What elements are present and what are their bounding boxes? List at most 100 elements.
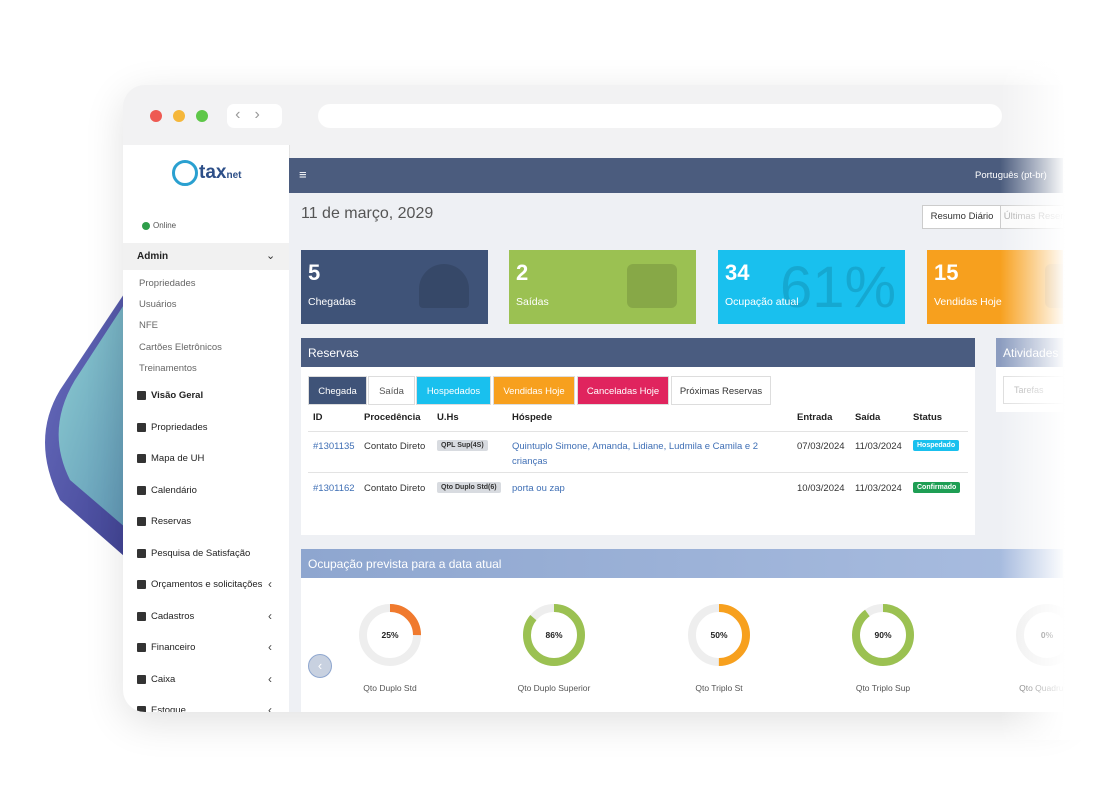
admin-item[interactable]: Cartões Eletrônicos	[139, 342, 222, 353]
donut-arc	[852, 604, 914, 666]
stat-value: 5	[308, 260, 321, 285]
menu-icon	[137, 675, 146, 684]
column-header: Saída	[855, 412, 881, 423]
room-badge: Qto Duplo Std(6)	[437, 482, 501, 493]
url-bar[interactable]	[318, 104, 1002, 128]
tab[interactable]: Hospedados	[416, 376, 491, 405]
column-header: Procedência	[364, 412, 421, 423]
menu-item[interactable]: Calendário	[151, 485, 197, 496]
stat-value: 15	[934, 260, 959, 285]
menu-item[interactable]: Reservas	[151, 516, 192, 527]
tab[interactable]: Vendidas Hoje	[493, 376, 575, 405]
status-dot	[142, 222, 150, 230]
panel-title: Ocupação prevista para a data atual	[308, 557, 502, 571]
table-cell: 07/03/2024	[797, 441, 845, 452]
room-name: Qto Duplo Std	[363, 683, 417, 693]
carousel-prev[interactable]: ‹	[308, 654, 332, 678]
browser-window: ‹› taxnet Online Admin ⌄ Propriedades Usuários…	[123, 85, 1063, 712]
menu-item[interactable]: Orçamentos e solicitações	[151, 579, 263, 590]
stat-value: 2	[516, 260, 529, 285]
menu-item[interactable]: Visão Geral	[151, 390, 204, 401]
donut-label: 86%	[545, 630, 562, 640]
menu-icon	[137, 643, 146, 652]
reservation-id[interactable]: #1301135	[313, 441, 355, 452]
menu-item[interactable]: Estoque	[151, 705, 186, 712]
donut: 50%	[688, 604, 750, 666]
row-divider	[308, 431, 968, 432]
stat-label: Chegadas	[308, 296, 356, 308]
admin-item[interactable]: Treinamentos	[139, 363, 197, 374]
nav-buttons[interactable]: ‹›	[227, 104, 282, 128]
stat-box[interactable]: 61% 34 Ocupação atual	[718, 250, 905, 324]
window-control[interactable]	[173, 110, 185, 122]
menu-item[interactable]: Propriedades	[151, 422, 208, 433]
reservation-id[interactable]: #1301162	[313, 483, 355, 494]
date: 11 de março, 2029	[301, 205, 434, 222]
menu-item[interactable]: Caixa	[151, 674, 176, 685]
donut: 90%	[852, 604, 914, 666]
room-badge: QPL Sup(4S)	[437, 440, 488, 451]
panel-reservas: Reservas Chegada Saída Hospedados Vendidas H…	[301, 338, 975, 535]
chevron: ‹	[268, 640, 272, 654]
logo: taxnet	[172, 160, 252, 196]
admin-item[interactable]: Propriedades	[139, 278, 196, 289]
status-badge: Hospedado	[913, 440, 960, 451]
stat-icon	[419, 264, 469, 308]
panel-ocupacao: Ocupação prevista para a data atual ‹ 25% Q…	[301, 549, 1063, 712]
stat-label: Ocupação atual	[725, 296, 799, 308]
panel-title: Reservas	[308, 346, 359, 360]
menu-item[interactable]: Financeiro	[151, 642, 196, 653]
table-cell: Contato Direto	[364, 483, 426, 494]
sidebar: taxnet Online Admin ⌄ Propriedades Usuários NF…	[123, 145, 290, 712]
stat-label: Vendidas Hoje	[934, 296, 1002, 308]
menu-item[interactable]: Cadastros	[151, 611, 195, 622]
main: ≡Português (pt-br) 11 de março, 2029 Resum…	[289, 158, 1063, 712]
menu-item[interactable]: Pesquisa de Satisfação	[151, 548, 251, 559]
donut-label: 25%	[381, 630, 398, 640]
admin-item[interactable]: NFE	[139, 320, 158, 331]
window-control[interactable]	[196, 110, 208, 122]
stat-watermark: 61%	[780, 255, 897, 320]
tab[interactable]: Chegada	[308, 376, 367, 405]
room-name: Qto Triplo St	[695, 683, 743, 693]
chevron: ‹	[268, 609, 272, 623]
admin-item[interactable]: Usuários	[139, 299, 177, 310]
donut-arc	[688, 604, 750, 666]
table-cell: porta ou zap	[512, 483, 565, 494]
status-badge: Confirmado	[913, 482, 961, 493]
admin-label: Admin	[137, 251, 169, 262]
menu-item[interactable]: Mapa de UH	[151, 453, 205, 464]
stat-box[interactable]: 2 Saídas	[509, 250, 696, 324]
chevron: ‹	[268, 672, 272, 686]
tab[interactable]: Saída	[368, 376, 415, 405]
chevron: ‹	[268, 703, 272, 712]
donut: 25%	[359, 604, 421, 666]
status: Online	[153, 221, 177, 230]
column-header: Hóspede	[512, 412, 553, 423]
column-header: ID	[313, 412, 323, 423]
stat-label: Saídas	[516, 296, 549, 308]
donut-label: 50%	[710, 630, 727, 640]
row-divider	[308, 472, 968, 473]
window-control[interactable]	[150, 110, 162, 122]
menu-toggle[interactable]: ≡	[299, 167, 307, 182]
panel-header: Ocupação prevista para a data atual	[301, 549, 1063, 578]
admin-header[interactable]: Admin ⌄	[123, 243, 289, 270]
donut-arc	[523, 604, 585, 666]
menu-icon	[137, 612, 146, 621]
fade	[1000, 60, 1110, 740]
tab[interactable]: Próximas Reservas	[671, 376, 771, 405]
column-header: Entrada	[797, 412, 833, 423]
panel-header: Reservas	[301, 338, 975, 367]
menu-icon	[137, 549, 146, 558]
table-cell: Contato Direto	[364, 441, 426, 452]
shape	[58, 280, 140, 540]
stat-icon	[627, 264, 677, 308]
topbar: ≡Português (pt-br)	[289, 158, 1063, 193]
tab-button[interactable]: Resumo Diário	[922, 205, 1002, 229]
stat-box[interactable]: 5 Chegadas	[301, 250, 488, 324]
table-cell: 10/03/2024	[797, 483, 845, 494]
tab[interactable]: Canceladas Hoje	[577, 376, 669, 405]
logo-suffix: net	[226, 170, 242, 182]
